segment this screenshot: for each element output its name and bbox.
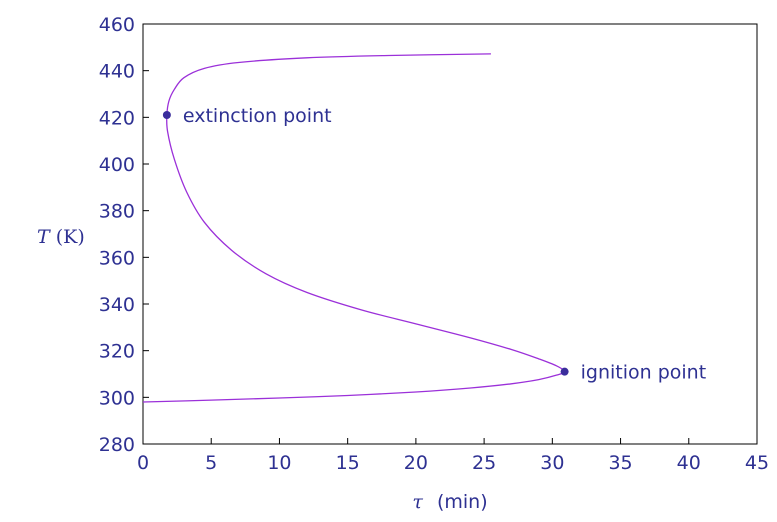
x-tick-label: 5 xyxy=(205,452,217,474)
y-axis-ticks: 280 300 320 340 360 380 400 420 440 460 xyxy=(99,14,149,456)
y-tick-label: 360 xyxy=(99,247,135,269)
extinction-point-label: extinction point xyxy=(183,105,332,127)
y-tick-label: 400 xyxy=(99,154,135,176)
ignition-point-label: ignition point xyxy=(581,362,707,384)
x-tick-label: 20 xyxy=(404,452,428,474)
x-tick-label: 10 xyxy=(267,452,291,474)
y-axis-unit: (K) xyxy=(56,226,85,248)
x-tick-label: 25 xyxy=(472,452,496,474)
y-tick-label: 420 xyxy=(99,107,135,129)
x-axis-symbol: τ xyxy=(412,491,423,513)
annotation-points xyxy=(162,111,569,376)
x-axis-ticks: 0 5 10 15 20 25 30 35 40 45 xyxy=(137,438,769,474)
x-tick-label: 45 xyxy=(745,452,769,474)
x-tick-label: 30 xyxy=(540,452,564,474)
y-tick-label: 380 xyxy=(99,201,135,223)
y-tick-label: 440 xyxy=(99,61,135,83)
series-curve xyxy=(142,53,566,403)
y-tick-label: 320 xyxy=(99,341,135,363)
y-tick-label: 300 xyxy=(99,387,135,409)
plot-frame xyxy=(142,23,758,445)
x-tick-label: 15 xyxy=(336,452,360,474)
y-tick-label: 460 xyxy=(99,14,135,36)
x-tick-label: 0 xyxy=(137,452,149,474)
y-axis-symbol: T xyxy=(37,226,51,248)
y-axis-title: T (K) xyxy=(37,226,85,248)
x-axis-title: τ (min) xyxy=(412,491,487,513)
x-tick-label: 35 xyxy=(608,452,632,474)
ignition-point-marker xyxy=(560,367,569,376)
x-tick-label: 40 xyxy=(677,452,701,474)
y-tick-label: 340 xyxy=(99,294,135,316)
y-tick-label: 280 xyxy=(99,434,135,456)
extinction-point-marker xyxy=(162,111,171,119)
x-axis-unit: (min) xyxy=(437,491,488,513)
